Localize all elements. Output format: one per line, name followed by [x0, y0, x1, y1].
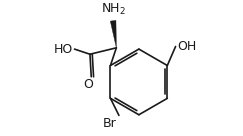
Text: NH$_2$: NH$_2$	[101, 2, 126, 17]
Polygon shape	[110, 20, 116, 48]
Text: Br: Br	[103, 117, 117, 130]
Text: OH: OH	[177, 40, 196, 53]
Text: O: O	[83, 78, 93, 91]
Text: HO: HO	[54, 43, 73, 56]
